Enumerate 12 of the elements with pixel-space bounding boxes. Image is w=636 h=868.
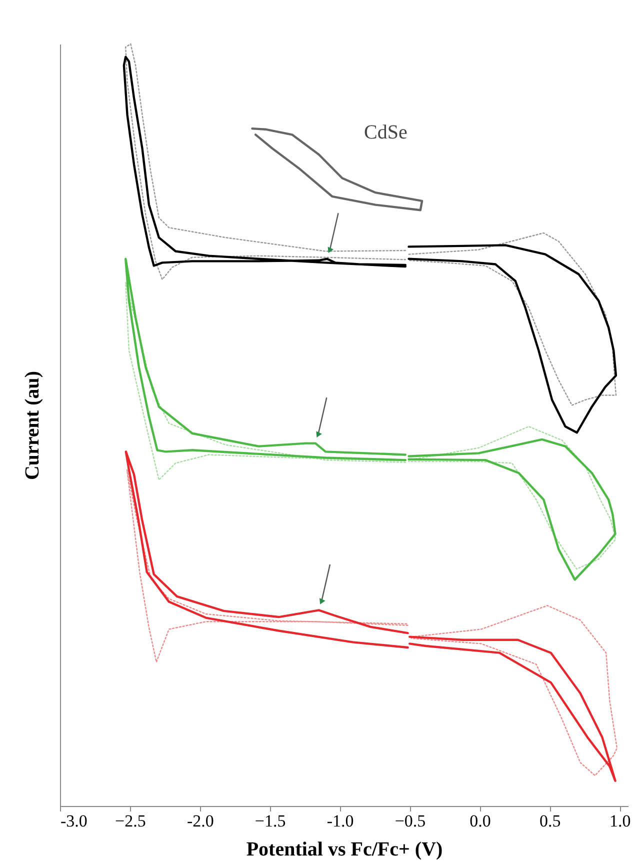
x-tick-label: -3.0 [60,812,88,830]
x-axis-title: Potential vs Fc/Fc+ (V) [246,838,443,860]
x-tick-label: -1.0 [326,812,354,830]
x-tick-label: −2.5 [115,812,146,830]
x-tick-label: 0.5 [540,812,561,830]
x-tick-label: −1.5 [254,812,286,830]
y-axis-title: Current (au) [22,370,44,480]
x-tick-label: 1.0 [609,812,631,830]
annotation: CdSe [364,121,408,144]
x-tick-label: 0.0 [470,812,491,830]
x-tick-label: -2.0 [186,812,214,830]
x-tick-label: −0.5 [394,812,426,830]
